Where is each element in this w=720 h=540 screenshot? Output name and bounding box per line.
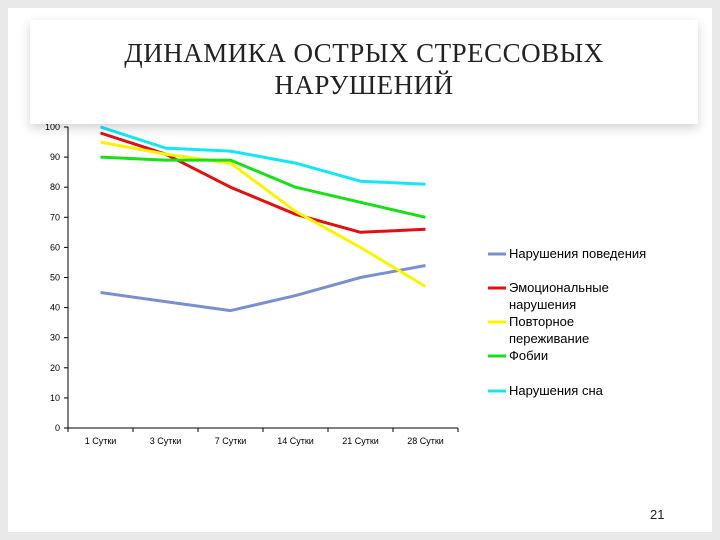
x-tick-label: 14 Сутки <box>277 436 314 446</box>
y-tick-label: 100 <box>45 122 60 132</box>
legend-label-3: Повторное <box>509 314 574 329</box>
y-tick-label: 80 <box>50 182 60 192</box>
y-tick-label: 70 <box>50 212 60 222</box>
y-tick-label: 10 <box>50 393 60 403</box>
slide-title-line-2: НАРУШЕНИЙ <box>274 70 454 100</box>
x-tick-label: 28 Сутки <box>407 436 444 446</box>
legend-label-2: Эмоциональные <box>509 280 609 295</box>
y-tick-label: 20 <box>50 363 60 373</box>
series-line-3 <box>100 140 427 288</box>
y-tick-label: 90 <box>50 152 60 162</box>
y-tick-label: 30 <box>50 333 60 343</box>
slide-title-line-1: ДИНАМИКА ОСТРЫХ СТРЕССОВЫХ <box>124 38 604 68</box>
series-line-5 <box>100 125 426 186</box>
y-tick-label: 60 <box>50 242 60 252</box>
x-tick-label: 3 Сутки <box>150 436 182 446</box>
series-line-4 <box>100 155 426 219</box>
legend-label-3: переживание <box>509 331 589 346</box>
title-box: ДИНАМИКА ОСТРЫХ СТРЕССОВЫХ НАРУШЕНИЙ <box>30 20 698 124</box>
x-tick-label: 7 Сутки <box>215 436 247 446</box>
x-tick-label: 21 Сутки <box>342 436 379 446</box>
x-tick-label: 1 Сутки <box>85 436 117 446</box>
legend-label-4: Фобии <box>509 348 548 363</box>
y-tick-label: 50 <box>50 273 60 283</box>
legend-label-2: нарушения <box>509 297 576 312</box>
page-number: 21 <box>650 507 665 522</box>
y-tick-label: 0 <box>55 423 60 433</box>
y-tick-label: 40 <box>50 303 60 313</box>
legend-label-5: Нарушения сна <box>509 383 604 398</box>
series-line-1 <box>100 264 426 313</box>
legend-label-1: Нарушения поведения <box>509 246 646 261</box>
